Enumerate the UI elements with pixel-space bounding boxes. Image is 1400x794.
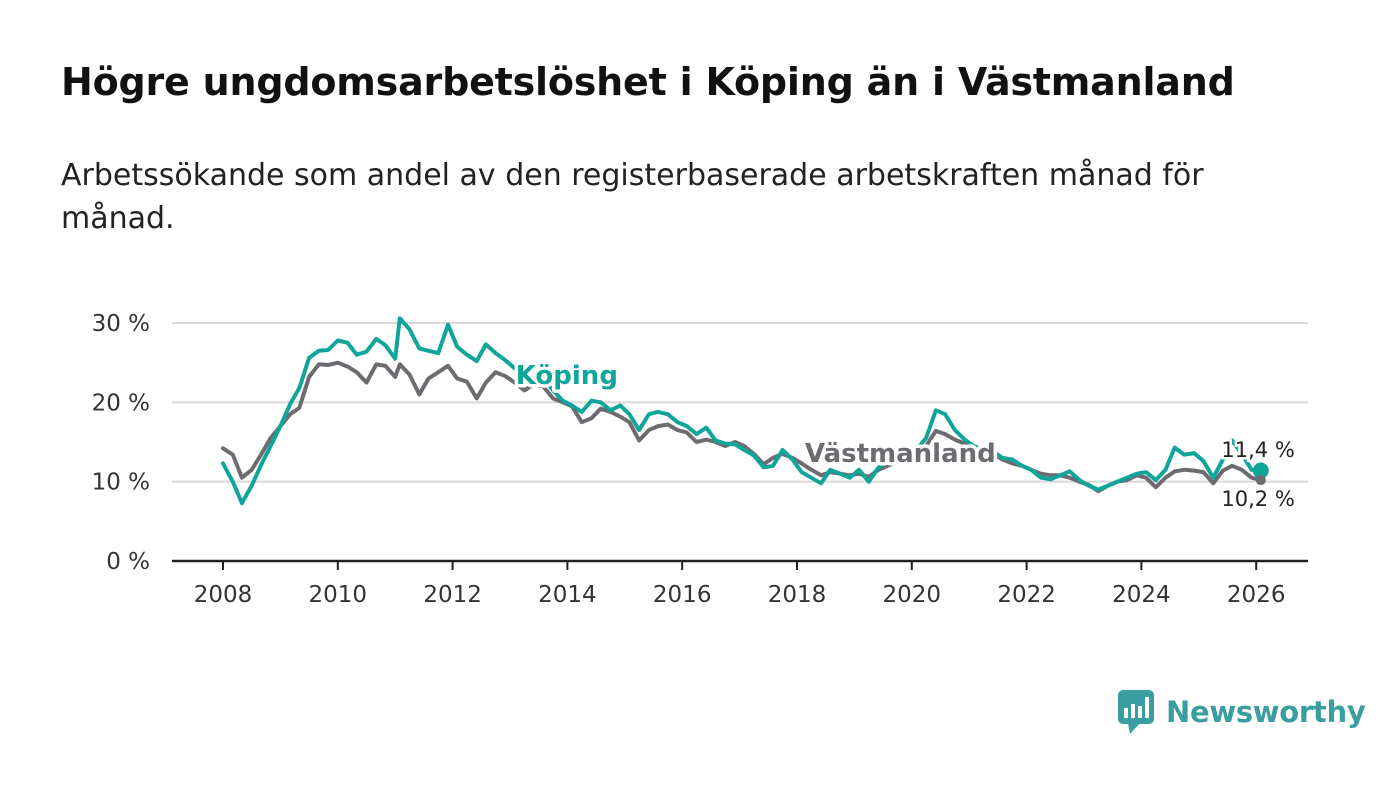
y-tick-label: 30 % (92, 311, 150, 337)
x-tick-label: 2016 (653, 582, 712, 608)
series-label-vastmanland: Västmanland (805, 439, 996, 469)
y-tick-label: 0 % (106, 549, 150, 575)
chart-title: Högre ungdomsarbetslöshet i Köping än i … (61, 60, 1235, 104)
y-tick-label: 10 % (92, 470, 150, 496)
y-tick-label: 20 % (92, 390, 150, 416)
x-tick-label: 2008 (194, 582, 253, 608)
x-tick-label: 2024 (1112, 582, 1171, 608)
end-point-vastmanland (1255, 475, 1266, 486)
x-tick-label: 2012 (423, 582, 482, 608)
end-point-koping (1252, 462, 1269, 479)
x-tick-label: 2010 (309, 582, 368, 608)
newsworthy-logo: Newsworthy (1118, 690, 1366, 734)
chart-subtitle: Arbetssökande som andel av den registerb… (61, 158, 1204, 236)
x-tick-label: 2020 (883, 582, 942, 608)
x-tick-label: 2022 (997, 582, 1056, 608)
bar-chart-speech-bubble-icon (1118, 690, 1154, 734)
x-tick-label: 2018 (768, 582, 827, 608)
series-line-vastmanland (221, 360, 1263, 494)
annotations: Köping Västmanland 11,4 % 10,2 % (512, 358, 1297, 514)
brand-name: Newsworthy (1166, 695, 1366, 729)
axes: 0 % 10 % 20 % 30 % 2008 2010 2012 2014 2016 2018 2… (92, 311, 1308, 608)
grid-lines (172, 322, 1308, 483)
x-tick-label: 2026 (1227, 582, 1286, 608)
x-tick-label: 2014 (538, 582, 597, 608)
end-value-label-koping: 11,4 % (1221, 438, 1294, 462)
series-label-koping: Köping (516, 361, 618, 391)
series-line-koping (221, 316, 1263, 506)
end-value-label-vastmanland: 10,2 % (1221, 487, 1294, 511)
series-lines (221, 316, 1269, 506)
